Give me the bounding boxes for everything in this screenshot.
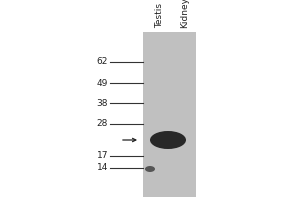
- Text: 28: 28: [97, 119, 108, 129]
- Ellipse shape: [150, 131, 186, 149]
- Text: Testis: Testis: [155, 3, 164, 28]
- Text: 62: 62: [97, 58, 108, 66]
- Bar: [143, 32, 196, 197]
- Ellipse shape: [145, 166, 155, 172]
- Text: 14: 14: [97, 164, 108, 172]
- Text: 38: 38: [97, 98, 108, 108]
- Text: Kidney: Kidney: [181, 0, 190, 28]
- Text: 17: 17: [97, 152, 108, 160]
- Text: 49: 49: [97, 78, 108, 88]
